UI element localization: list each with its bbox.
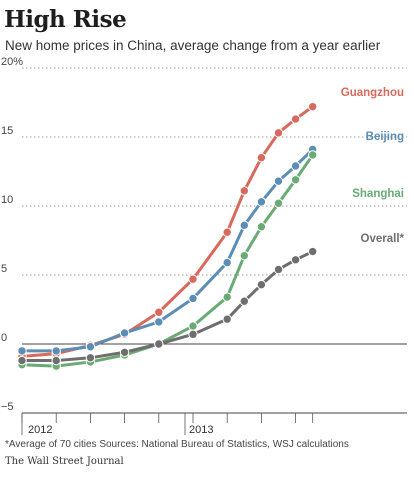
data-point-shanghai — [290, 175, 301, 185]
data-point-overall — [119, 347, 130, 357]
chart-subtitle: New home prices in China, average change… — [5, 38, 381, 53]
data-point-overall — [188, 329, 198, 340]
series-line-guangzhou — [21, 105, 314, 358]
series-label-overall: Overall* — [361, 233, 405, 245]
chart-source: The Wall Street Journal — [5, 456, 124, 467]
data-point-guangzhou — [273, 128, 284, 138]
series-line-shanghai — [21, 154, 314, 368]
series-label-guangzhou: Guangzhou — [341, 87, 404, 99]
chart-footnote: *Average of 70 cities Sources: National … — [5, 439, 349, 450]
data-point-beijing — [290, 161, 301, 171]
y-tick-label: 5 — [1, 263, 7, 275]
data-point-beijing — [51, 346, 61, 356]
data-point-beijing — [256, 197, 267, 207]
data-point-guangzhou — [222, 227, 232, 237]
data-point-shanghai — [308, 150, 318, 160]
data-point-overall — [273, 264, 284, 275]
data-point-beijing — [273, 176, 284, 186]
data-point-shanghai — [256, 222, 267, 232]
data-point-beijing — [222, 257, 232, 268]
data-point-guangzhou — [256, 153, 267, 163]
data-point-shanghai — [188, 321, 198, 331]
data-point-overall — [222, 314, 232, 324]
data-point-shanghai — [239, 250, 250, 261]
data-point-guangzhou — [188, 274, 198, 284]
y-tick-label: 20% — [1, 56, 23, 68]
series-line-beijing — [22, 148, 314, 353]
data-point-overall — [51, 355, 61, 366]
data-point-shanghai — [273, 198, 284, 208]
x-tick-label: 2013 — [189, 424, 213, 436]
data-point-beijing — [154, 317, 164, 327]
y-tick-label: 0 — [1, 332, 7, 344]
line-chart: −5 0 5 10 15 20% 2012 2013 Guangzhou Beijing Shang… — [1, 56, 407, 436]
data-point-overall — [290, 255, 301, 265]
x-tick-label: 2012 — [28, 424, 52, 436]
data-point-overall — [239, 296, 250, 306]
data-point-beijing — [188, 293, 198, 304]
data-point-beijing — [17, 346, 27, 356]
y-tick-label: 10 — [1, 194, 13, 206]
data-point-beijing — [239, 220, 250, 231]
data-point-overall — [85, 353, 96, 363]
series-label-shanghai: Shanghai — [352, 188, 404, 200]
y-tick-label: 15 — [1, 125, 13, 137]
data-point-beijing — [85, 342, 96, 352]
series-label-beijing: Beijing — [366, 131, 404, 143]
data-point-guangzhou — [290, 114, 301, 124]
data-point-overall — [308, 246, 318, 257]
data-point-overall — [154, 339, 164, 349]
data-point-beijing — [119, 328, 130, 338]
chart-title: High Rise — [4, 6, 127, 33]
data-point-guangzhou — [154, 307, 164, 317]
data-point-overall — [17, 355, 27, 366]
data-point-shanghai — [222, 292, 232, 302]
data-point-guangzhou — [308, 101, 318, 112]
data-point-overall — [256, 279, 267, 290]
y-tick-label: −5 — [1, 401, 14, 413]
data-point-guangzhou — [239, 186, 250, 196]
